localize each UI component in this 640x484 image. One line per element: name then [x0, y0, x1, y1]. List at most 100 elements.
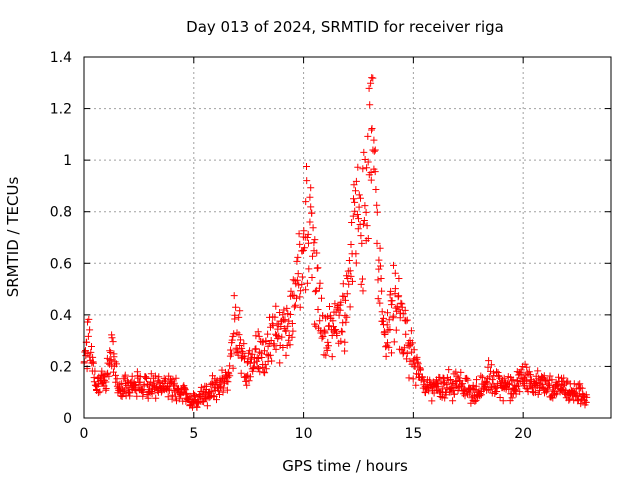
data-point: [534, 390, 542, 398]
data-point: [357, 194, 364, 202]
data-point: [395, 275, 403, 282]
data-point: [445, 366, 453, 374]
data-point: [323, 346, 331, 354]
data-point: [403, 316, 411, 324]
data-point: [365, 84, 373, 92]
data-point: [364, 158, 372, 166]
y-tick-label: 0.2: [50, 359, 72, 375]
data-point: [313, 264, 321, 272]
data-point: [113, 375, 121, 383]
data-point: [408, 339, 416, 347]
data-point: [337, 327, 345, 335]
data-point: [345, 280, 353, 288]
data-point: [341, 312, 349, 320]
data-point: [349, 277, 356, 285]
data-point: [318, 294, 325, 302]
data-point: [509, 376, 517, 384]
data-point: [382, 343, 390, 351]
y-tick-label: 0.6: [50, 256, 72, 272]
data-point: [84, 350, 92, 358]
data-point: [516, 388, 524, 396]
data-point: [546, 372, 554, 380]
data-point: [84, 332, 92, 340]
data-point: [343, 290, 351, 298]
data-point: [231, 311, 239, 319]
data-point: [236, 307, 244, 315]
data-point: [261, 369, 269, 377]
data-point: [341, 338, 349, 346]
data-point: [493, 388, 501, 395]
data-point: [583, 393, 591, 401]
data-point: [296, 240, 304, 248]
data-point: [288, 333, 296, 341]
data-point: [392, 304, 400, 312]
data-point: [363, 222, 371, 230]
data-point: [380, 314, 387, 322]
data-point: [161, 378, 169, 386]
data-point: [252, 345, 260, 353]
data-point: [485, 357, 493, 365]
data-point: [172, 374, 180, 382]
data-point: [487, 367, 494, 375]
data-point: [449, 397, 457, 405]
data-point: [268, 357, 276, 365]
data-point: [269, 322, 277, 330]
data-point: [401, 306, 409, 314]
data-point: [255, 332, 263, 340]
data-point: [237, 369, 245, 377]
data-point: [422, 389, 429, 397]
data-point: [251, 345, 259, 353]
data-point: [266, 351, 274, 359]
data-point: [407, 327, 415, 335]
data-point: [352, 187, 359, 195]
data-point: [349, 212, 357, 220]
data-point: [382, 352, 390, 360]
data-point: [508, 394, 516, 402]
data-point: [472, 396, 480, 404]
data-point: [346, 267, 354, 275]
data-point: [270, 342, 278, 350]
data-point: [147, 378, 155, 386]
data-point: [374, 276, 382, 284]
data-point: [433, 380, 441, 388]
data-point: [150, 379, 158, 387]
data-point: [112, 378, 120, 386]
data-point: [285, 336, 293, 344]
y-axis-label: SRMTID / TECUs: [4, 177, 22, 298]
data-point: [387, 287, 395, 295]
data-point: [241, 352, 249, 360]
data-point: [102, 385, 110, 392]
data-point: [546, 381, 553, 389]
data-point: [473, 376, 480, 384]
data-point: [455, 374, 463, 382]
data-point: [229, 364, 237, 372]
data-point: [373, 201, 381, 209]
data-point: [164, 393, 172, 401]
data-point: [352, 177, 360, 185]
data-point: [213, 396, 220, 404]
data-point: [515, 382, 522, 390]
data-point: [453, 372, 461, 380]
data-point: [107, 349, 115, 356]
data-point: [477, 372, 485, 380]
data-point: [147, 370, 155, 378]
data-point: [352, 250, 360, 258]
data-point: [133, 392, 141, 400]
data-point: [492, 384, 500, 392]
data-point: [307, 184, 315, 192]
data-point: [98, 367, 106, 375]
data-point: [482, 378, 490, 386]
data-point: [500, 374, 508, 382]
data-point: [110, 350, 118, 358]
data-point: [152, 394, 160, 402]
data-point: [403, 349, 411, 357]
data-point: [301, 244, 309, 252]
data-point: [457, 368, 465, 376]
data-point: [405, 374, 413, 382]
data-point: [303, 177, 311, 185]
data-point: [151, 372, 159, 380]
data-point: [228, 336, 236, 344]
data-point: [284, 322, 292, 330]
data-point: [243, 359, 251, 367]
